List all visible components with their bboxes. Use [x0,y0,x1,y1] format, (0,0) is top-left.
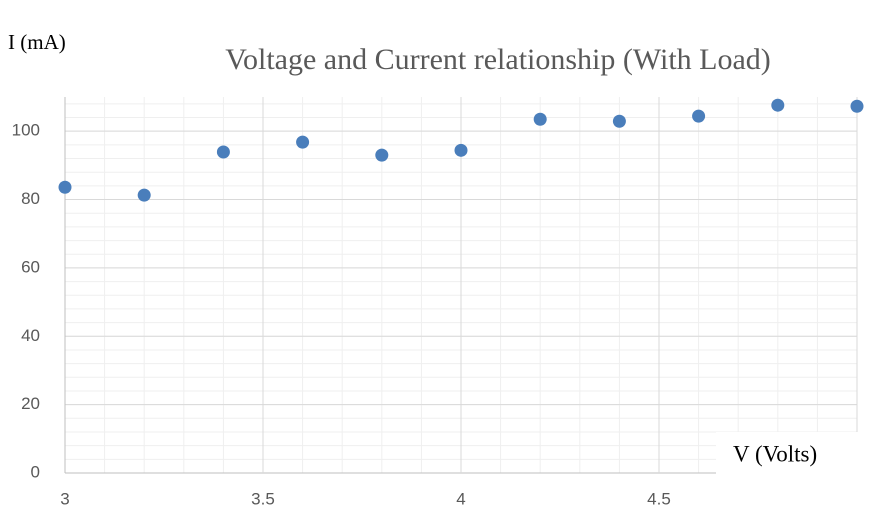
x-tick-label: 3.5 [251,489,275,508]
data-point [454,143,468,157]
data-point [296,135,310,149]
data-point [58,180,72,194]
y-tick-label: 0 [31,462,40,481]
x-tick-label: 4 [456,489,465,508]
data-point [692,109,706,123]
grid [64,97,858,474]
data-point [850,99,864,113]
data-point [771,98,785,112]
y-tick-label: 40 [21,326,40,345]
y-tick-label: 60 [21,257,40,276]
data-point [533,112,547,126]
y-tick-label: 80 [21,189,40,208]
chart-title: Voltage and Current relationship (With L… [225,43,771,76]
x-tick-label: 3 [60,489,69,508]
y-tick-label: 20 [21,394,40,413]
x-axis-label: V (Volts) [733,441,817,466]
x-tick-label: 4.5 [647,489,671,508]
title-background [120,44,860,80]
data-point [137,188,151,202]
data-point [375,148,389,162]
y-tick-label: 100 [12,121,40,140]
data-point [612,114,626,128]
data-point [216,145,230,159]
marks [58,98,864,202]
y-axis-label: I (mA) [8,30,66,54]
x-label-background [716,432,875,482]
